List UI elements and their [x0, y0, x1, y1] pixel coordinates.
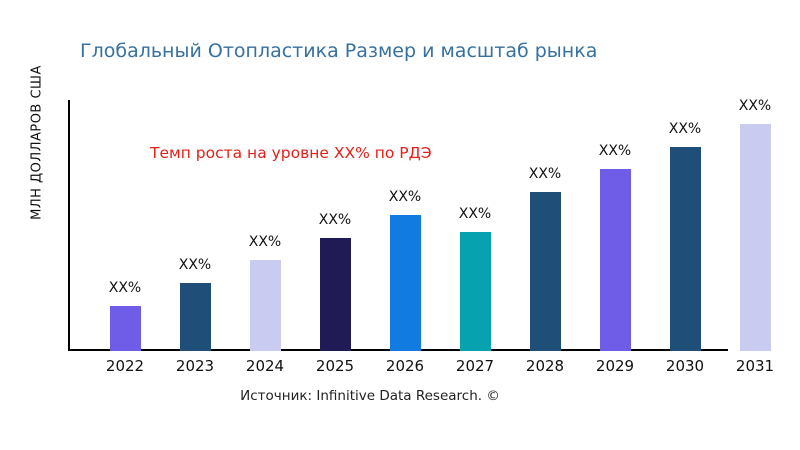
bar-2024: [249, 260, 281, 351]
bar-2026: [389, 214, 421, 351]
bar-value-label-2023: XX%: [178, 256, 212, 273]
growth-rate-annotation: Темп роста на уровне XX% по РДЭ: [150, 144, 432, 162]
bar-2029: [599, 169, 631, 351]
bar-2030: [669, 146, 701, 351]
x-tick-label-2022: 2022: [105, 357, 145, 375]
bar-value-label-2025: XX%: [318, 211, 352, 228]
bar-value-label-2030: XX%: [668, 120, 702, 137]
x-tick-label-2030: 2030: [665, 357, 705, 375]
bar-value-label-2026: XX%: [388, 188, 422, 205]
x-tick-label-2025: 2025: [315, 357, 355, 375]
y-axis-line: [68, 100, 70, 351]
x-tick-label-2023: 2023: [175, 357, 215, 375]
bar-2031: [739, 124, 771, 351]
x-tick-label-2027: 2027: [455, 357, 495, 375]
x-tick-label-2026: 2026: [385, 357, 425, 375]
bar-value-label-2022: XX%: [108, 279, 142, 296]
plot-area: XX% 2022 XX% 2023 XX% 2024 XX% 2025 XX% 2026 XX% 20…: [68, 98, 778, 375]
bar-value-label-2027: XX%: [458, 205, 492, 222]
bar-2028: [529, 192, 561, 351]
bar-2022: [109, 305, 141, 351]
source-note: Источник: Infinitive Data Research. ©: [240, 388, 500, 404]
bar-value-label-2024: XX%: [248, 234, 282, 251]
y-axis-label: МЛН ДОЛЛАРОВ США: [29, 65, 45, 220]
chart-title: Глобальный Отопластика Размер и масштаб …: [80, 40, 598, 62]
bar-2027: [459, 231, 491, 351]
bar-value-label-2028: XX%: [528, 166, 562, 183]
bar-2023: [179, 282, 211, 351]
x-tick-label-2031: 2031: [735, 357, 775, 375]
x-tick-label-2024: 2024: [245, 357, 285, 375]
x-tick-label-2028: 2028: [525, 357, 565, 375]
bar-value-label-2031: XX%: [738, 98, 772, 114]
bar-value-label-2029: XX%: [598, 143, 632, 160]
x-tick-label-2029: 2029: [595, 357, 635, 375]
bar-2025: [319, 237, 351, 351]
